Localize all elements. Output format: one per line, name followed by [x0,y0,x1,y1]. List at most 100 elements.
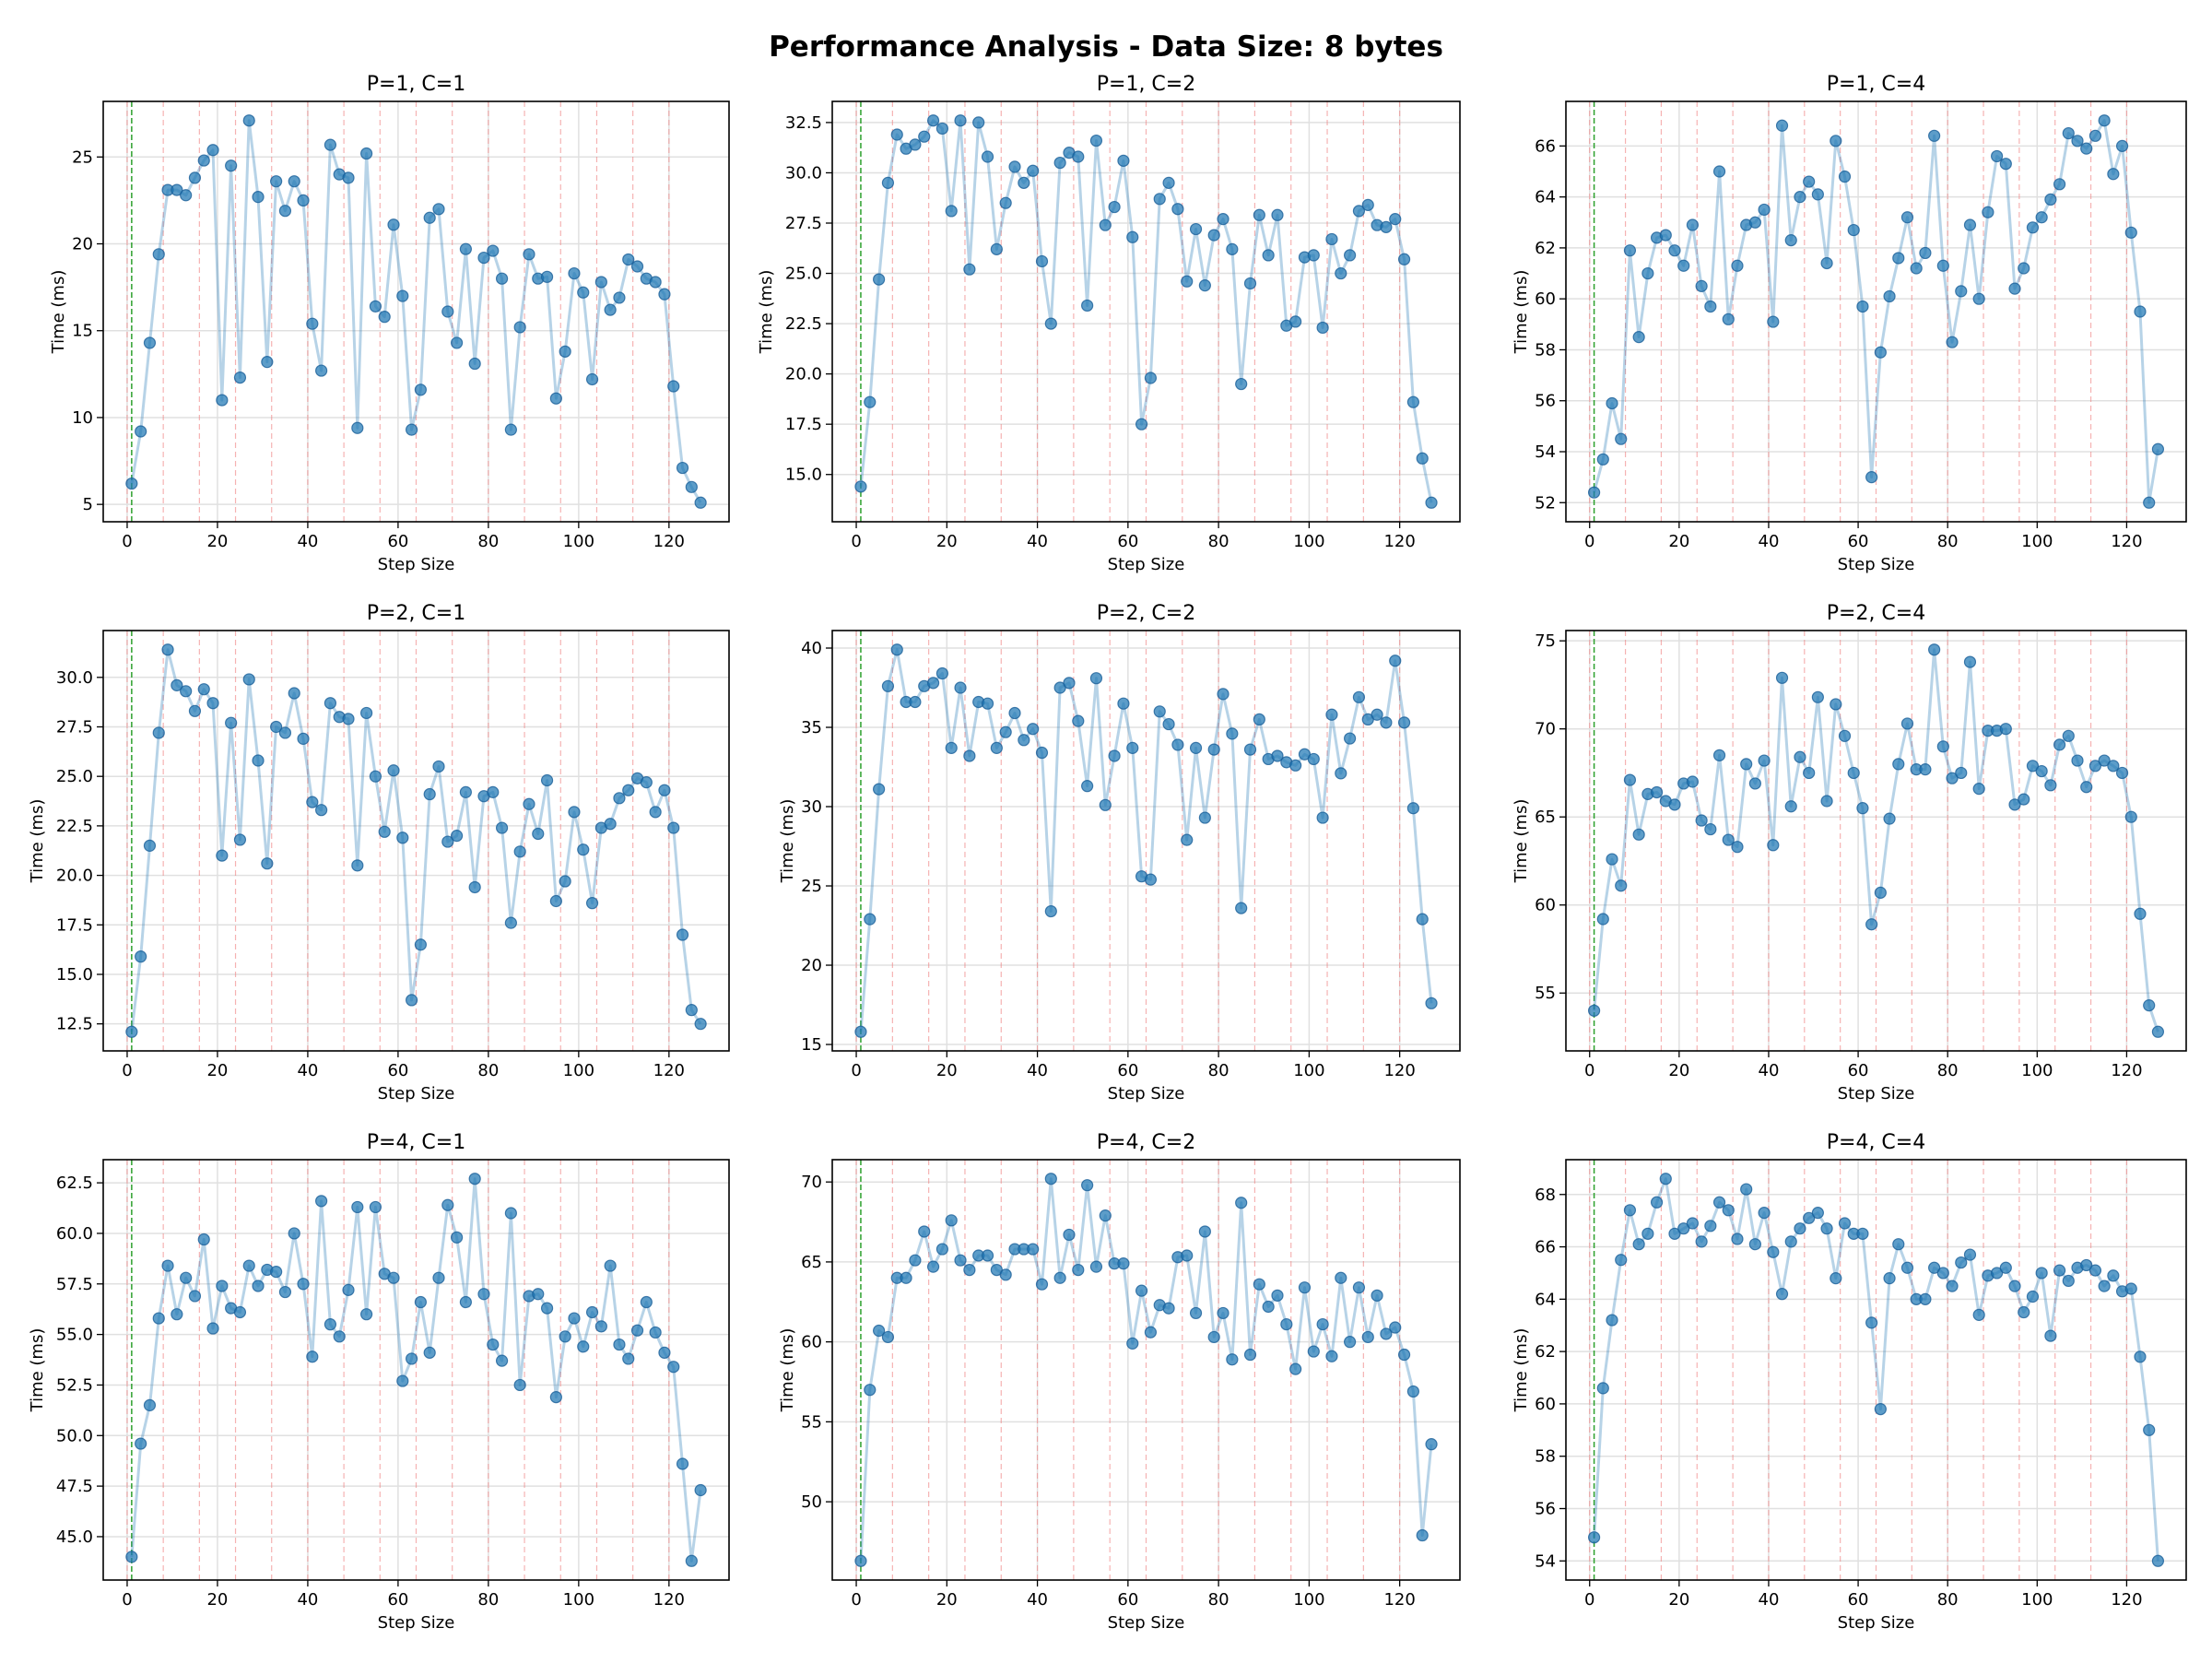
y-tick-label: 58 [1535,340,1556,360]
data-point [432,760,445,773]
y-tick-label: 52 [1535,493,1556,513]
data-point [396,832,409,844]
y-axis-label: Time (ms) [1512,799,1531,884]
x-tick-label: 40 [1759,532,1780,551]
data-point [1316,1317,1329,1331]
data-point [441,305,454,318]
data-point [477,251,490,265]
x-tick-label: 100 [563,1061,594,1080]
data-point [1344,249,1357,262]
data-point [873,783,886,796]
data-point [152,726,165,739]
x-tick-label: 40 [1027,1061,1048,1080]
data-point [685,480,698,493]
y-tick-label: 22.5 [56,817,93,836]
data-point [630,1324,644,1337]
data-point [1135,1284,1148,1297]
data-point [270,1266,283,1279]
axes-frame [1565,100,2187,523]
data-point [1712,165,1726,178]
data-point [1999,1261,2012,1274]
subplot-9: 0 20 40 60 80 100 120 54 56 58 60 62 64 66 68 P=4, C=4 S… [1512,1131,2187,1633]
data-point [432,203,445,216]
data-point [1748,777,1761,790]
y-tick-label: 20.0 [785,365,822,384]
x-tick-label: 60 [387,1590,408,1610]
data-point [585,372,599,386]
y-tick-label: 47.5 [56,1477,93,1496]
y-tick-label: 54 [1535,1551,1556,1571]
series-line [1593,119,2159,504]
data-point [387,1271,400,1284]
y-tick-label: 57.5 [56,1275,93,1294]
data-point [1748,1238,1761,1251]
data-point [315,1195,328,1208]
data-point [864,913,877,926]
data-point [2044,779,2057,792]
y-tick-label: 15.0 [785,466,822,485]
data-point [171,1308,183,1321]
data-point [423,787,436,801]
subplot-5: 0 20 40 60 80 100 120 15 20 25 30 35 40 P=2, C=2 Step … [778,602,1461,1103]
data-point [143,336,157,349]
y-tick-label: 40 [801,639,822,658]
subplot-title: P=4, C=2 [1097,1131,1195,1154]
data-point [1794,191,1806,204]
data-point [909,1254,922,1267]
data-point [270,175,283,188]
data-point [1053,156,1066,170]
y-tick-label: 45.0 [56,1527,93,1547]
data-point [306,796,319,808]
data-point [1008,706,1021,720]
data-point [1425,1438,1438,1451]
y-tick-label: 30.0 [56,668,93,688]
data-point [1883,289,1896,303]
series-line [859,119,1433,503]
data-point [1072,150,1085,163]
data-point [1892,252,1905,265]
data-point [640,1295,653,1309]
y-tick-label: 64 [1535,1290,1556,1309]
series-line [130,1177,702,1563]
data-point [864,1384,877,1397]
data-point [577,843,590,856]
y-tick-label: 15 [72,322,93,341]
data-point [1081,299,1094,313]
data-point [990,242,1003,255]
data-point [1847,223,1860,237]
x-tick-label: 20 [206,532,228,551]
y-tick-label: 60 [1535,1395,1556,1414]
y-tick-label: 17.5 [785,415,822,434]
data-point [1856,300,1869,313]
data-point [188,171,202,184]
data-point [1226,727,1239,740]
data-point [1722,1204,1735,1217]
data-point [954,681,967,694]
data-point [252,191,265,204]
y-axis-label: Time (ms) [1512,1328,1531,1413]
data-point [1035,254,1049,268]
data-point [233,372,247,384]
data-point [622,253,635,266]
data-point [161,1259,174,1272]
data-point [2107,760,2120,773]
y-tick-label: 30 [801,797,822,817]
data-point [1262,1300,1275,1314]
subplots: 0 20 40 60 80 100 120 5 10 15 20 25 P=1, C=1 Step Siz… [28,73,2187,1633]
data-point [1659,1173,1672,1185]
data-point [2035,1267,2048,1280]
y-tick-label: 70 [801,1173,822,1192]
data-point [1289,759,1302,772]
data-point [1207,229,1220,242]
data-point [1371,708,1383,721]
data-point [594,1320,607,1333]
data-point [963,1263,976,1277]
x-tick-label: 60 [1117,1061,1138,1080]
data-point [1371,1289,1383,1302]
y-tick-label: 50 [801,1492,822,1512]
data-point [2151,442,2165,455]
y-tick-label: 60 [1535,289,1556,309]
data-point [1289,1362,1302,1375]
data-point [890,128,903,141]
data-point [2071,754,2084,767]
